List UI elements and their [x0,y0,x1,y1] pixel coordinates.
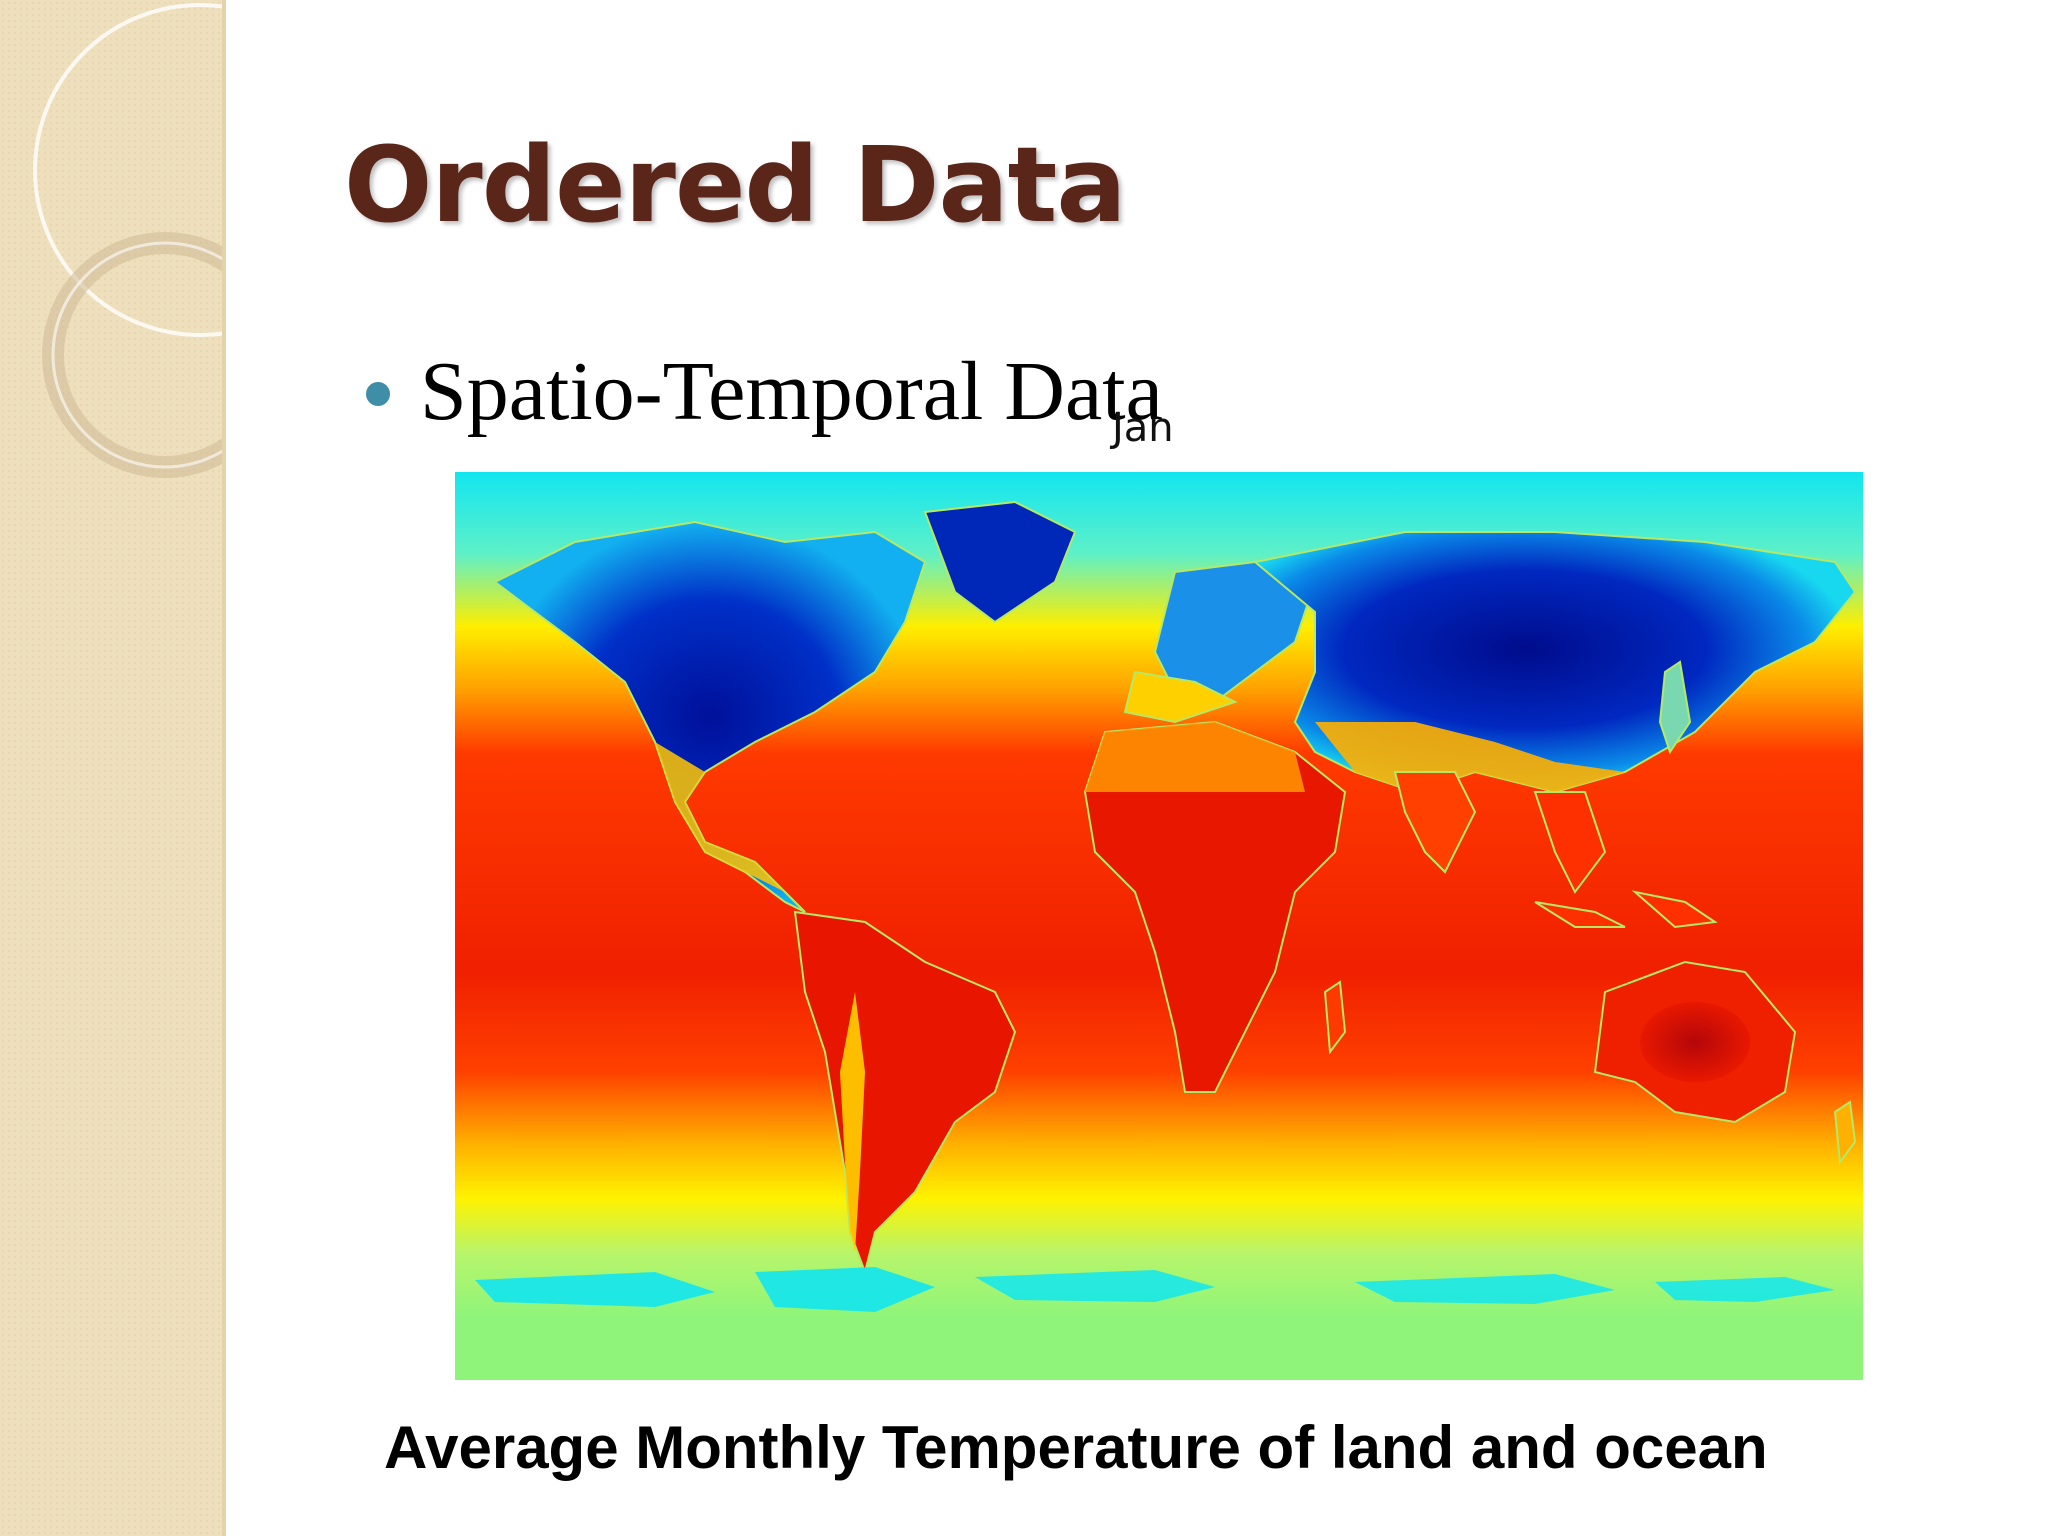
bullet-dot-icon [366,382,390,406]
temperature-map-image [455,472,1863,1380]
slide-title: Ordered Data [344,124,1127,246]
bullet-item: Spatio-Temporal Data [366,350,1163,434]
bullet-text: Spatio-Temporal Data [420,345,1163,438]
temperature-world-map [455,472,1863,1380]
map-caption: Average Monthly Temperature of land and … [384,1414,1768,1481]
decorative-side-panel [0,0,226,1536]
decorative-rings [33,3,222,478]
month-label: Jan [1112,405,1174,451]
